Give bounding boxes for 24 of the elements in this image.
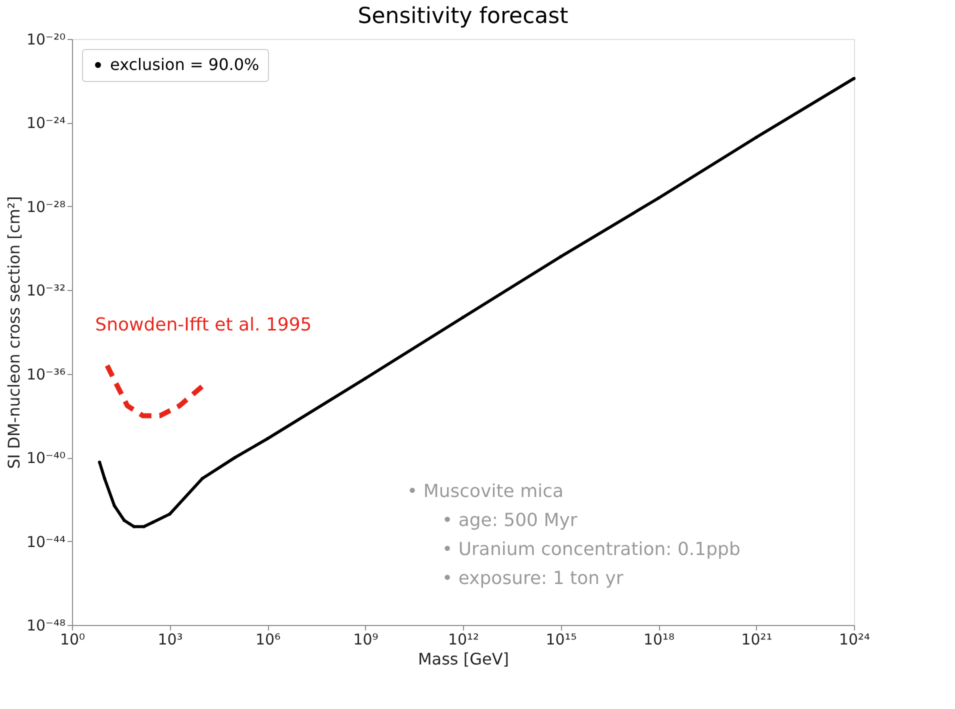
x-tick-label: 10⁶ — [255, 630, 281, 648]
x-tick-label: 10⁹ — [353, 630, 378, 648]
y-tick-label: 10⁻²⁴ — [26, 114, 66, 132]
x-tick-label: 10¹² — [448, 630, 480, 648]
x-tick-label: 10¹⁵ — [546, 630, 577, 648]
y-tick-label: 10⁻⁴⁰ — [26, 449, 66, 468]
annotation: • age: 500 Myr — [442, 510, 578, 531]
y-tick-label: 10⁻²⁸ — [26, 198, 66, 216]
y-tick-label: 10⁻²⁰ — [26, 30, 66, 48]
annotation: • Uranium concentration: 0.1ppb — [442, 539, 740, 560]
x-tick-label: 10¹⁸ — [643, 630, 675, 648]
legend-label: exclusion = 90.0% — [110, 55, 260, 74]
y-tick-label: 10⁻⁴⁴ — [26, 532, 66, 551]
series-label: Snowden-Ifft et al. 1995 — [95, 314, 312, 336]
x-tick-label: 10³ — [158, 630, 183, 648]
y-tick-label: 10⁻³² — [26, 282, 66, 300]
x-tick-label: 10²⁴ — [838, 630, 870, 648]
x-tick-label: 10²¹ — [741, 630, 772, 648]
x-axis-title: Mass [GeV] — [418, 650, 510, 668]
chart-title: Sensitivity forecast — [358, 4, 569, 29]
y-axis-title: SI DM-nucleon cross section [cm²] — [4, 196, 24, 469]
annotation: • Muscovite mica — [407, 481, 564, 502]
annotation: • exposure: 1 ton yr — [442, 568, 624, 589]
y-tick-label: 10⁻³⁶ — [26, 365, 66, 384]
